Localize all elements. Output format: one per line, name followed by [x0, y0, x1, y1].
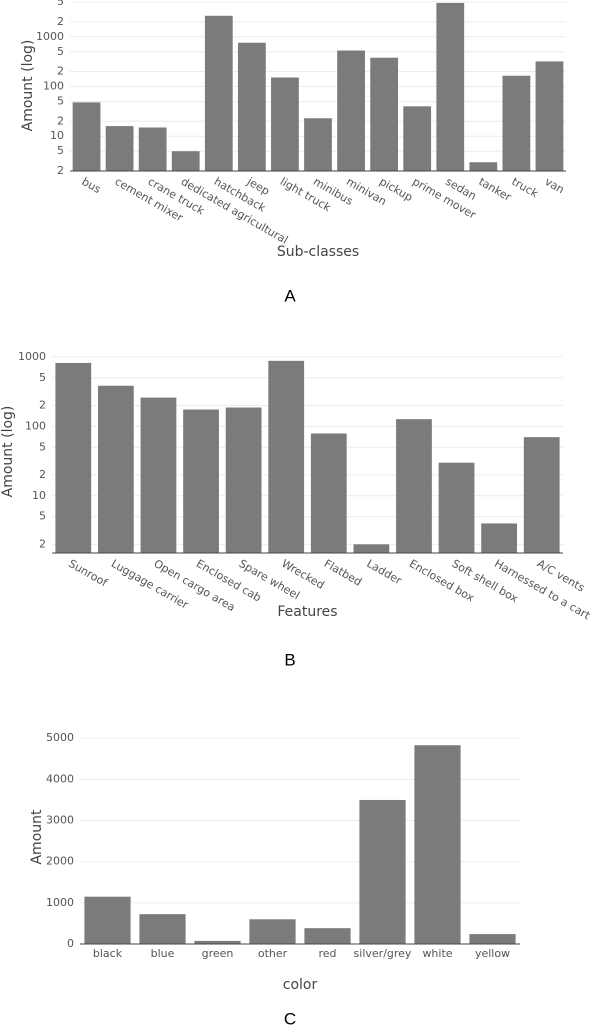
y-tick-label: 100	[25, 419, 46, 432]
x-tick-label: silver/grey	[354, 947, 412, 960]
y-axis-title: Amount (log)	[20, 40, 36, 132]
y-axis-title: Amount	[29, 809, 45, 865]
x-axis-title: color	[283, 977, 318, 993]
bar	[481, 523, 518, 553]
bar	[502, 75, 531, 171]
x-tick-label: Ladder	[364, 557, 404, 588]
panel-label: A	[284, 286, 296, 305]
x-tick-label: van	[542, 175, 566, 196]
bar	[438, 462, 475, 553]
y-tick-label: 5	[57, 45, 64, 58]
bar	[353, 544, 390, 553]
bar	[97, 385, 134, 553]
y-tick-label: 4000	[46, 772, 74, 785]
y-tick-label: 10	[50, 129, 64, 142]
x-tick-label: truck	[509, 175, 540, 201]
y-axis-title: Amount (log)	[0, 406, 16, 498]
y-tick-label: 0	[67, 937, 74, 950]
x-tick-label: yellow	[475, 947, 510, 960]
bar	[414, 745, 461, 944]
bar	[84, 896, 131, 944]
y-tick-label: 2	[57, 65, 64, 78]
y-tick-label: 10	[32, 489, 46, 502]
y-tick-label: 2	[57, 164, 64, 177]
bar	[171, 151, 200, 171]
bar	[140, 397, 177, 553]
bar	[403, 106, 432, 171]
bar	[225, 407, 262, 553]
bar	[249, 919, 296, 944]
y-tick-label: 5	[39, 440, 46, 453]
x-tick-label: tanker	[476, 175, 513, 204]
y-tick-label: 2	[57, 114, 64, 127]
bar	[204, 15, 233, 172]
y-tick-label: 5	[57, 0, 64, 8]
bar	[138, 127, 167, 171]
x-axis-title: Features	[277, 604, 337, 620]
bar	[469, 934, 516, 944]
x-tick-label: Sunroof	[66, 557, 110, 590]
x-tick-label: red	[318, 947, 336, 960]
y-tick-label: 5	[57, 144, 64, 157]
bar	[139, 914, 186, 944]
y-tick-label: 100	[43, 80, 64, 93]
x-tick-label: Luggage carrier	[109, 557, 191, 612]
x-tick-label: Flatbed	[322, 557, 364, 589]
bar	[535, 61, 564, 171]
bar	[436, 2, 465, 172]
x-tick-label: green	[202, 947, 234, 960]
bar	[183, 409, 219, 553]
y-tick-label: 2	[39, 537, 46, 550]
bar	[304, 928, 351, 944]
y-tick-label: 2000	[46, 855, 74, 868]
bar	[271, 77, 299, 171]
bar	[72, 102, 101, 171]
y-tick-label: 2	[39, 398, 46, 411]
y-tick-label: 5	[39, 371, 46, 384]
y-tick-label: 3000	[46, 814, 74, 827]
x-tick-label: white	[422, 947, 452, 960]
y-tick-label: 1000	[18, 350, 46, 363]
y-tick-label: 5000	[46, 731, 74, 744]
y-tick-label: 2	[57, 15, 64, 28]
bar	[55, 362, 92, 553]
y-tick-label: 5	[39, 510, 46, 523]
x-tick-label: black	[93, 947, 123, 960]
x-tick-label: bus	[80, 175, 104, 196]
panel-label: B	[284, 650, 295, 669]
bar	[523, 437, 560, 553]
y-tick-label: 5	[57, 94, 64, 107]
bar	[105, 126, 134, 171]
bar	[237, 42, 266, 172]
x-tick-label: blue	[151, 947, 175, 960]
y-tick-label: 2	[39, 468, 46, 481]
bar	[304, 118, 332, 171]
x-tick-label: other	[258, 947, 288, 960]
bar	[370, 57, 399, 171]
panel-label: C	[284, 1009, 296, 1028]
bar	[396, 419, 432, 553]
bar	[469, 162, 498, 171]
bar	[194, 940, 241, 944]
bar	[268, 360, 305, 553]
x-axis-title: Sub-classes	[277, 244, 359, 260]
bar	[310, 433, 347, 553]
bar	[359, 799, 406, 944]
y-tick-label: 1000	[46, 896, 74, 909]
y-tick-label: 1000	[36, 30, 64, 43]
bar	[337, 50, 365, 171]
